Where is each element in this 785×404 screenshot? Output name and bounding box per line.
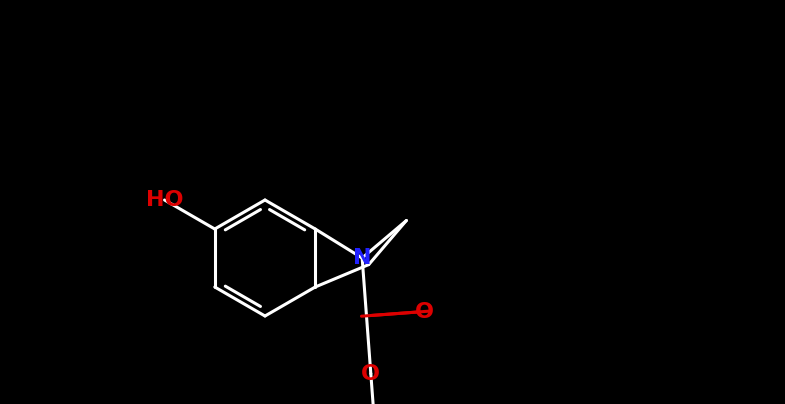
Text: N: N [353, 248, 371, 268]
Text: O: O [414, 301, 434, 322]
Text: O: O [361, 364, 380, 384]
Text: HO: HO [146, 190, 183, 210]
